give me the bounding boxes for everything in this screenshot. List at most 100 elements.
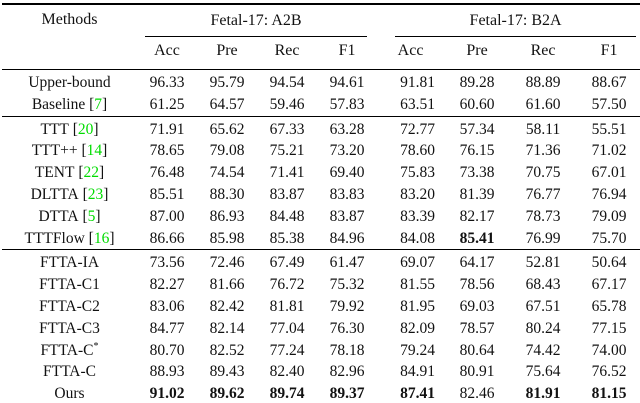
method-name: FTTA-C	[42, 363, 96, 381]
metric-value: 67.51	[525, 297, 561, 315]
metric-value: 76.77	[525, 185, 561, 203]
metric-value: 82.46	[459, 385, 495, 403]
metric-value: 88.89	[525, 74, 561, 91]
metric-value: 63.28	[329, 120, 365, 138]
method-name: TENT	[34, 164, 75, 182]
table-row: TTTFlow [16] 86.66 85.98 85.38 84.96 84.08 85.…	[2, 228, 640, 250]
method-label: TTTFlow [16]	[24, 229, 115, 247]
metric-value: 82.14	[209, 319, 245, 337]
metric-value: 89.43	[209, 363, 245, 381]
table-section-1: Upper-bound 96.33 95.79 94.54 94.61 91.81 89.2…	[2, 69, 640, 117]
metric-value: 76.72	[269, 276, 305, 294]
metric-value: 82.42	[209, 297, 245, 315]
metric-value: 71.02	[591, 142, 627, 160]
method-label: FTTA-C1	[2, 274, 137, 296]
metric-value: 75.21	[269, 142, 305, 160]
col-header-b2a-pre: Pre	[466, 42, 488, 59]
metric-value: 83.83	[329, 185, 365, 203]
metric-value: 52.81	[525, 254, 561, 272]
table-row: Ours 91.02 89.62 89.74 89.37 87.41 82.46 81.91 8…	[2, 383, 640, 403]
metric-value: 77.15	[591, 319, 627, 337]
citation-link[interactable]: 5	[87, 207, 96, 225]
method-label: DLTTA [23]	[30, 185, 109, 203]
metric-value: 83.39	[400, 207, 435, 225]
metric-value: 86.66	[149, 229, 185, 247]
metric-value: 84.08	[400, 229, 435, 247]
metric-value: 67.17	[591, 276, 627, 294]
metric-value: 87.41	[400, 385, 435, 403]
citation-link[interactable]: 23	[87, 185, 104, 203]
method-label: FTTA-IA	[2, 250, 137, 274]
table-row: TTT++ [14] 78.65 79.08 75.21 73.20 78.60 76.15…	[2, 140, 640, 162]
method-name: DTTA	[38, 207, 79, 225]
method-label: Baseline [7]	[31, 95, 108, 113]
metric-value: 82.40	[269, 363, 305, 381]
method-name: FTTA-IA	[39, 254, 100, 272]
citation-link[interactable]: 22	[83, 164, 99, 182]
table-row: TTT [20] 71.91 65.62 67.33 63.28 72.77 57.34 58…	[2, 116, 640, 140]
group-header-a2b: Fetal-17: A2B	[137, 4, 377, 37]
metric-value: 69.03	[459, 297, 495, 315]
metric-value: 75.70	[591, 229, 627, 247]
table-row: FTTA-IA 73.56 72.46 67.49 61.47 69.07 64.17 52.…	[2, 250, 640, 274]
citation-link[interactable]: 16	[93, 229, 110, 247]
metric-value: 50.64	[591, 254, 627, 272]
citation-link[interactable]: 14	[86, 142, 103, 160]
metric-value: 57.83	[329, 95, 365, 113]
metric-value: 81.15	[591, 385, 627, 403]
metric-value: 57.50	[591, 95, 627, 113]
metric-value: 71.36	[525, 142, 561, 160]
results-table: Methods Fetal-17: A2B Fetal-17: B2A Acc …	[2, 3, 640, 403]
metric-value: 83.20	[400, 185, 435, 203]
metric-value: 75.83	[400, 164, 435, 182]
metric-value: 60.60	[459, 95, 495, 113]
metric-value: 61.47	[329, 254, 365, 272]
metric-value: 82.27	[149, 276, 185, 294]
metric-value: 81.66	[209, 276, 245, 294]
citation-link[interactable]: 7	[94, 95, 102, 113]
table-section-2: TTT [20] 71.91 65.62 67.33 63.28 72.77 57.34 58…	[2, 116, 640, 250]
metric-value: 74.42	[525, 341, 561, 359]
methods-column-header: Methods	[41, 11, 98, 28]
metric-value: 75.32	[329, 276, 365, 294]
metric-value: 87.00	[149, 207, 185, 225]
table-header: Methods Fetal-17: A2B Fetal-17: B2A Acc …	[2, 4, 640, 70]
table-section-3: FTTA-IA 73.56 72.46 67.49 61.47 69.07 64.17 52.…	[2, 249, 640, 403]
metric-value: 73.38	[459, 164, 495, 182]
metric-value: 85.98	[209, 229, 245, 247]
method-label: Ours	[2, 383, 137, 403]
table-row: FTTA-C2 83.06 82.42 81.81 79.92 81.95 69.03 67.…	[2, 296, 640, 318]
metric-value: 67.01	[591, 164, 627, 182]
metric-value: 95.79	[209, 74, 245, 91]
metric-value: 78.18	[329, 341, 365, 359]
metric-value: 64.57	[209, 95, 245, 113]
metric-value: 81.55	[400, 276, 435, 294]
metric-value: 77.04	[269, 319, 305, 337]
metric-value: 76.30	[329, 319, 365, 337]
method-name: Baseline	[31, 95, 86, 113]
col-header-a2b-rec: Rec	[274, 42, 300, 59]
metric-value: 55.51	[591, 120, 627, 138]
method-name: FTTA-C3	[39, 319, 100, 337]
metric-value: 91.02	[149, 385, 185, 403]
col-header-a2b-pre: Pre	[216, 42, 238, 59]
metric-value: 74.00	[591, 341, 627, 359]
group-header-a2b-label: Fetal-17: A2B	[145, 11, 368, 37]
metric-value: 84.77	[149, 319, 185, 337]
metric-value: 69.07	[400, 254, 435, 272]
method-label: TENT [22]	[34, 164, 105, 182]
header-group-row: Methods Fetal-17: A2B Fetal-17: B2A	[2, 4, 640, 37]
method-name: FTTA-C	[40, 341, 94, 359]
metric-value: 91.81	[400, 74, 435, 91]
metric-value: 76.15	[459, 142, 495, 160]
metric-value: 78.73	[525, 207, 561, 225]
metric-value: 86.93	[209, 207, 245, 225]
metric-value: 78.65	[149, 142, 185, 160]
col-header-a2b-acc: Acc	[154, 42, 180, 59]
metric-value: 89.62	[209, 385, 245, 403]
citation-link[interactable]: 20	[77, 120, 94, 138]
method-label: FTTA-C*	[2, 340, 137, 362]
metric-value: 82.52	[209, 341, 245, 359]
metric-value: 75.64	[525, 363, 561, 381]
